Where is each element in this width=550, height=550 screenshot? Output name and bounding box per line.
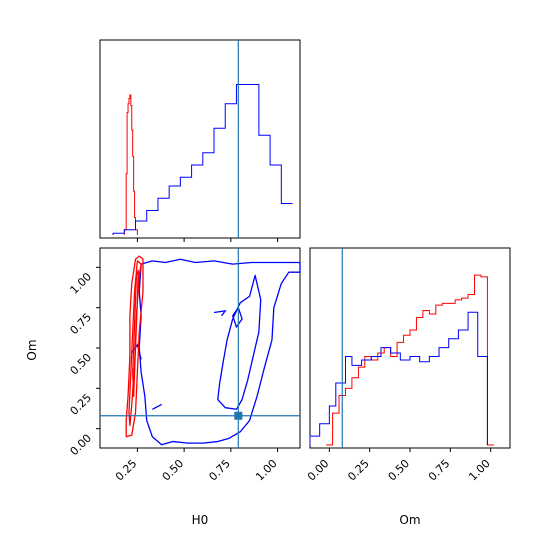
- contour-y-tick-label-3: 0.75: [68, 311, 95, 338]
- truth-marker: [234, 411, 243, 420]
- red-contour-core: [132, 269, 139, 398]
- panel-om-marginal-frame: [309, 247, 511, 449]
- blue-contour-fragment-1: [213, 310, 227, 317]
- om-hist-x-tick-label-4: 1.00: [466, 457, 493, 484]
- x-axis-label-h0: H0: [192, 513, 209, 527]
- h0-hist-series-1: [112, 84, 293, 235]
- om-hist-series-0: [326, 274, 494, 446]
- h0-histogram: [112, 40, 293, 238]
- om-hist-x-tick-label-2: 0.50: [386, 457, 413, 484]
- panel-h0-marginal-frame: [99, 39, 301, 239]
- om-hist-series-1: [309, 311, 488, 445]
- contour-panel: [100, 248, 301, 448]
- y-axis-label-om: Om: [25, 339, 39, 360]
- om-hist-x-tick-label-3: 0.75: [426, 457, 453, 484]
- contour-x-tick-label-1: 0.50: [160, 457, 187, 484]
- blue-contour-blob: [232, 307, 243, 328]
- contour-y-tick-label-0: 0.00: [68, 432, 95, 459]
- contour-x-tick-label-0: 0.25: [113, 457, 140, 484]
- contour-y-tick-label-4: 1.00: [68, 270, 95, 297]
- contour-y-tick-label-1: 0.25: [68, 391, 95, 418]
- contour-y-tick-label-2: 0.50: [68, 351, 95, 378]
- h0-hist-series-0: [123, 94, 138, 235]
- blue-contour-inner: [217, 274, 262, 410]
- contour-x-tick-label-3: 1.00: [253, 457, 280, 484]
- om-hist-x-tick-label-1: 0.25: [345, 457, 372, 484]
- contour-x-tick-label-2: 0.75: [206, 457, 233, 484]
- blue-contour-fragment-3: [152, 403, 162, 410]
- om-histogram: [309, 248, 494, 448]
- blue-contour-outer: [138, 258, 301, 446]
- x-axis-label-om: Om: [399, 513, 420, 527]
- om-hist-x-tick-label-0: 0.00: [305, 457, 332, 484]
- red-contour-outer: [125, 255, 144, 438]
